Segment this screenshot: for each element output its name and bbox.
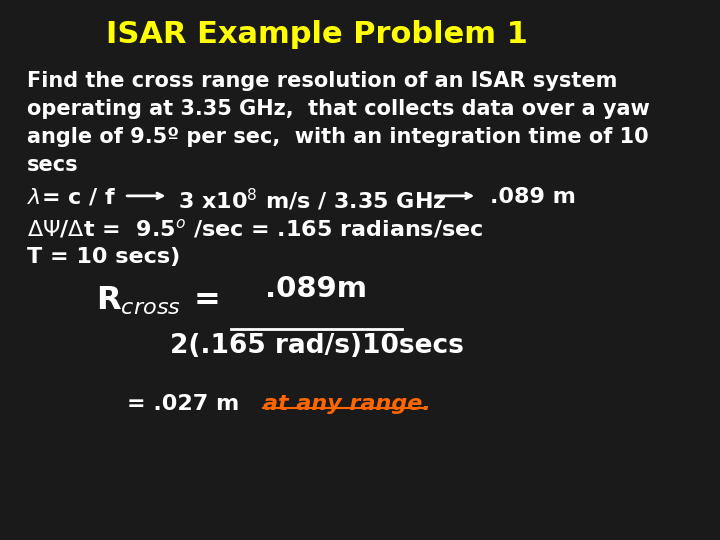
Text: R$_{cross}$: R$_{cross}$ — [96, 285, 181, 318]
Text: 3 x10$^8$ m/s / 3.35 GHz: 3 x10$^8$ m/s / 3.35 GHz — [178, 187, 446, 213]
Text: 2(.165 rad/s)10secs: 2(.165 rad/s)10secs — [169, 333, 464, 360]
Text: ISAR Example Problem 1: ISAR Example Problem 1 — [106, 20, 528, 49]
Text: at any range.: at any range. — [263, 394, 431, 414]
Text: secs: secs — [27, 155, 78, 175]
Text: =: = — [194, 285, 220, 316]
Text: operating at 3.35 GHz,  that collects data over a yaw: operating at 3.35 GHz, that collects dat… — [27, 99, 649, 119]
Text: .089m: .089m — [266, 275, 367, 303]
Text: $\lambda$= c / f: $\lambda$= c / f — [27, 187, 116, 208]
Text: $\Delta\Psi$/$\Delta$t =  9.5$^o$ /sec = .165 radians/sec: $\Delta\Psi$/$\Delta$t = 9.5$^o$ /sec = … — [27, 218, 483, 240]
Text: T = 10 secs): T = 10 secs) — [27, 247, 180, 267]
Text: .089 m: .089 m — [490, 187, 575, 207]
Text: = .027 m: = .027 m — [127, 394, 240, 414]
Text: angle of 9.5º per sec,  with an integration time of 10: angle of 9.5º per sec, with an integrati… — [27, 127, 648, 147]
Text: Find the cross range resolution of an ISAR system: Find the cross range resolution of an IS… — [27, 71, 617, 91]
